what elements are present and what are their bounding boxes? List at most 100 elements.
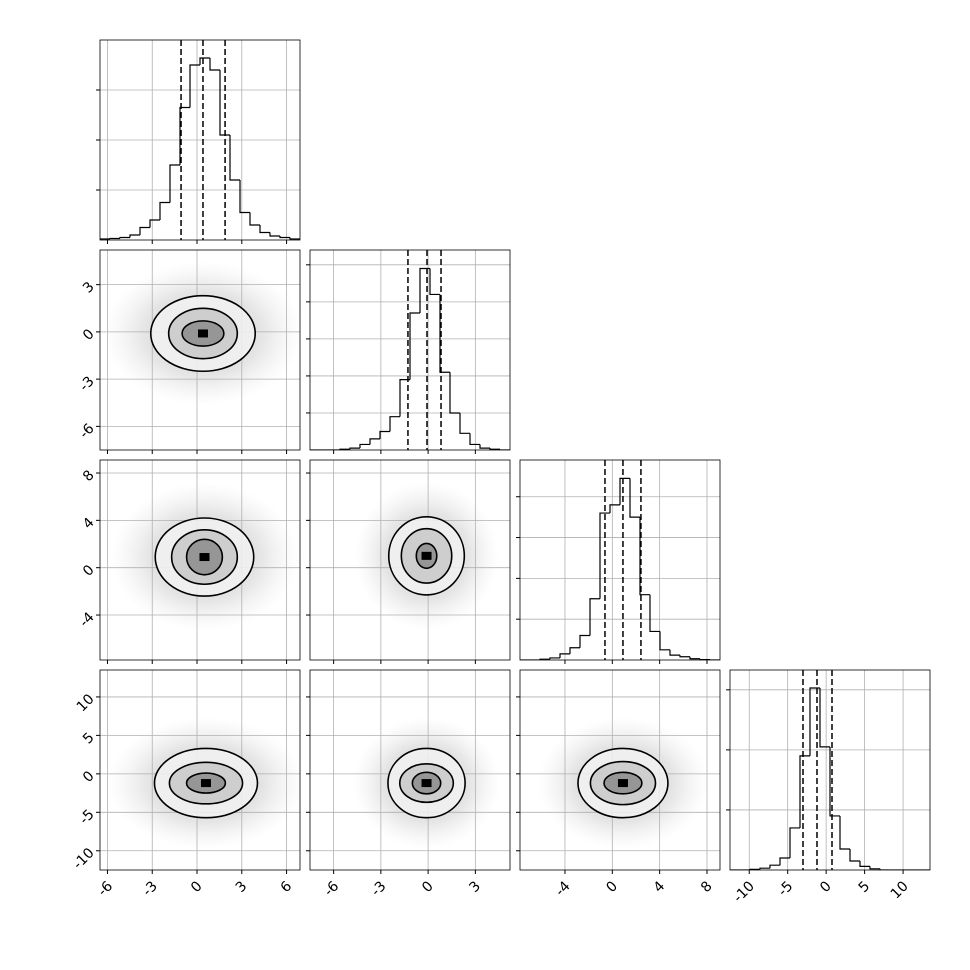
y-tick-label: 0	[80, 562, 98, 580]
histogram-bin	[639, 517, 650, 596]
panel-frame	[99, 459, 301, 661]
histogram-bin	[259, 225, 270, 234]
histogram-bin	[689, 656, 700, 660]
histogram-bin	[789, 827, 800, 858]
histogram-bin	[669, 649, 680, 656]
x-tick-label: -4	[552, 878, 573, 899]
density-peak	[421, 551, 432, 560]
histogram-bin	[829, 746, 840, 817]
panel-frame	[309, 459, 511, 661]
x-tick-label: 0	[419, 878, 437, 896]
histogram-bin	[599, 512, 610, 599]
histogram-bin	[859, 860, 870, 867]
density-peak	[199, 553, 210, 562]
histogram-bin	[209, 58, 220, 71]
y-tick-label: 8	[80, 467, 98, 485]
panel	[520, 670, 720, 870]
panel-frame	[309, 669, 511, 871]
histogram-bin	[159, 201, 170, 220]
panel-frame	[519, 459, 721, 661]
histogram-bin	[489, 448, 500, 450]
panel	[310, 250, 510, 450]
histogram-bin	[289, 237, 300, 240]
histogram-bin	[409, 312, 420, 380]
histogram-bin	[459, 412, 470, 434]
histogram-bin	[629, 478, 640, 518]
y-tick-label: 4	[80, 515, 98, 533]
panel-frame	[309, 249, 511, 451]
panel	[100, 670, 300, 870]
x-tick-label: -6	[95, 878, 116, 899]
histogram-bin	[359, 443, 370, 449]
histogram-bin	[269, 232, 280, 237]
histogram-bin	[469, 433, 480, 446]
histogram-bin	[369, 438, 380, 445]
histogram-bin	[239, 180, 250, 214]
density-peak	[617, 779, 628, 788]
x-tick-label: 0	[817, 878, 835, 896]
histogram-bin	[129, 234, 140, 238]
histogram-bin	[169, 164, 180, 203]
y-tick-label: -4	[76, 609, 97, 630]
histogram-bin	[779, 857, 790, 866]
histogram-bin	[799, 755, 810, 828]
y-tick-label: -10	[70, 845, 97, 872]
histogram-bin	[249, 212, 260, 226]
histogram-bin	[389, 416, 400, 432]
histogram-bin	[649, 594, 660, 633]
panel	[100, 250, 300, 450]
histogram-bin	[569, 647, 580, 654]
histogram-bin	[119, 236, 130, 239]
y-tick-label: 10	[74, 691, 98, 715]
panel	[310, 670, 510, 870]
x-tick-label: -3	[140, 878, 161, 899]
x-tick-label: 6	[278, 878, 296, 896]
density-peak	[421, 779, 432, 788]
histogram-bin	[179, 106, 190, 165]
histogram-bin	[399, 379, 410, 417]
histogram-bin	[699, 658, 710, 660]
y-tick-label: -6	[76, 421, 97, 442]
histogram-bin	[869, 866, 880, 870]
panel	[100, 460, 300, 660]
histogram-bin	[189, 64, 200, 108]
histogram-bin	[679, 655, 690, 658]
panel	[730, 670, 930, 870]
x-tick-label: 10	[888, 878, 912, 902]
y-tick-label: 3	[80, 279, 98, 297]
histogram-bin	[349, 447, 360, 450]
histogram-bin	[279, 236, 290, 239]
histogram-bin	[609, 504, 620, 514]
y-tick-label: 0	[80, 326, 98, 344]
x-tick-label: -5	[775, 878, 796, 899]
y-tick-label: -5	[76, 807, 97, 828]
histogram-bin	[559, 653, 570, 658]
panel	[310, 460, 510, 660]
histogram-bin	[579, 634, 590, 648]
histogram-bin	[149, 219, 160, 228]
x-tick-label: 5	[856, 878, 874, 896]
histogram-bin	[139, 226, 150, 235]
x-tick-label: 4	[651, 878, 669, 896]
x-tick-label: -10	[730, 878, 757, 905]
histogram-bin	[479, 444, 490, 449]
panel	[520, 460, 720, 660]
x-tick-label: 8	[698, 878, 716, 896]
histogram-bin	[819, 688, 830, 748]
histogram-bin	[589, 598, 600, 636]
histogram-bin	[199, 57, 210, 65]
histogram-bin	[839, 815, 850, 850]
histogram-bin	[379, 430, 390, 439]
panel-frame	[519, 669, 721, 871]
histogram-bin	[499, 449, 510, 450]
x-tick-label: -6	[321, 878, 342, 899]
panel-frame	[729, 669, 931, 871]
density-peak	[200, 779, 211, 788]
y-tick-label: -3	[76, 373, 97, 394]
histogram-bin	[219, 70, 230, 136]
histogram-bin	[619, 477, 630, 505]
y-tick-label: 5	[80, 730, 98, 748]
panel-frame	[99, 249, 301, 451]
y-tick-label: 0	[80, 768, 98, 786]
